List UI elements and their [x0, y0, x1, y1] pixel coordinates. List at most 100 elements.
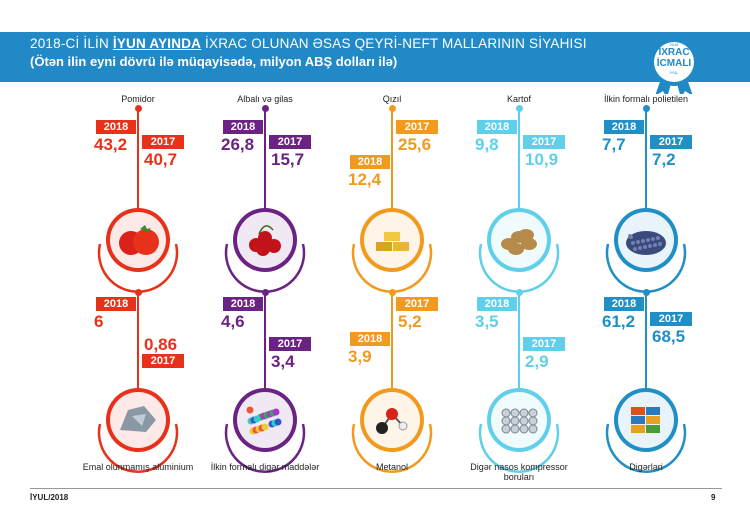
badge-label: İXRAC İCMALI — [645, 47, 703, 69]
year-2018-badge: 2018 — [477, 297, 517, 311]
aluminium-icon — [120, 406, 156, 432]
value-2018: 9,8 — [475, 135, 499, 154]
year-2018-badge: 2018 — [350, 155, 390, 169]
connector-dot — [515, 105, 523, 112]
value-2017: 2,9 — [525, 352, 549, 371]
product-name: Digərləri — [629, 462, 663, 472]
year-2018-badge: 2018 — [96, 297, 136, 311]
year-2017-badge: 2017 — [396, 297, 438, 311]
year-2017-badge: 2017 — [523, 135, 565, 149]
product-name: Albalı və gilas — [237, 94, 293, 104]
badge-rosette-icon — [650, 38, 698, 94]
year-2017-badge: 2017 — [650, 312, 692, 326]
footer-date: İYUL/2018 — [30, 493, 69, 502]
containers-icon — [631, 407, 660, 433]
badge-line2: İCMALI — [656, 58, 692, 69]
product-name: Qızıl — [382, 94, 402, 104]
value-2017: 5,2 — [398, 312, 422, 331]
badge-year: 2018 — [669, 42, 679, 47]
page-number: 9 — [711, 493, 716, 502]
year-2017-badge: 2017 — [269, 337, 311, 351]
year-2017-badge: 2017 — [396, 120, 438, 134]
value-divider — [391, 309, 393, 349]
value-divider — [137, 132, 139, 172]
value-2017: 25,6 — [398, 135, 432, 154]
gold-bars-icon — [376, 232, 409, 251]
value-2017: 3,4 — [271, 352, 295, 371]
value-2017: 10,9 — [525, 150, 559, 169]
connector-dot — [388, 289, 396, 296]
polyethylene-granules-icon — [626, 231, 666, 255]
value-divider — [137, 309, 139, 349]
product-name: Emal olunmamış alüminium — [82, 462, 194, 472]
tomato-icon — [119, 225, 159, 255]
value-2017: 0,86 — [144, 335, 178, 354]
header-banner: 2018-Cİ İLİN İYUN AYINDA İXRAC OLUNAN ƏS… — [0, 32, 750, 82]
year-2017-badge: 2017 — [269, 135, 311, 149]
value-2017: 68,5 — [652, 327, 686, 346]
pipes-icon — [501, 408, 538, 434]
connector-dot — [134, 289, 142, 296]
title-emphasis: İYUN AYINDA — [112, 36, 202, 51]
connector-dot — [642, 105, 650, 112]
product-name: Kartof — [506, 94, 531, 104]
cherry-icon — [249, 225, 281, 256]
year-2018-badge: 2018 — [604, 120, 644, 134]
year-2018-badge: 2018 — [96, 120, 136, 134]
year-2017-badge: 2017 — [523, 337, 565, 351]
value-2017: 7,2 — [652, 150, 676, 169]
ring-arc — [605, 423, 687, 473]
value-divider — [264, 309, 266, 349]
value-divider — [645, 309, 647, 349]
year-2017-badge: 2017 — [650, 135, 692, 149]
value-divider — [645, 132, 647, 172]
connector-dot — [642, 289, 650, 296]
title-prefix: 2018-Cİ İLİN — [30, 36, 113, 51]
value-2018: 61,2 — [602, 312, 636, 331]
product-name: Digər nasos kompressor boruları — [470, 462, 568, 482]
potato-icon — [501, 229, 537, 255]
connector-dot — [261, 105, 269, 112]
year-2017-badge: 2017 — [142, 354, 184, 368]
value-2018: 26,8 — [221, 135, 255, 154]
value-divider — [264, 132, 266, 172]
year-2018-badge: 2018 — [223, 120, 263, 134]
value-2018: 4,6 — [221, 312, 245, 331]
connector-dot — [134, 105, 142, 112]
value-divider — [518, 309, 520, 349]
product-name: Pomidor — [121, 94, 155, 104]
export-review-badge: 2018 İXRAC İCMALI İYUL — [645, 36, 703, 94]
value-2017: 15,7 — [271, 150, 305, 169]
icon-inner — [237, 392, 293, 448]
value-2018: 6 — [94, 312, 104, 331]
value-2017: 40,7 — [144, 150, 178, 169]
connector-dot — [261, 289, 269, 296]
value-2018: 3,9 — [348, 347, 372, 366]
product-name: Metanol — [375, 462, 409, 472]
value-2018: 43,2 — [94, 135, 128, 154]
value-divider — [391, 132, 393, 172]
plastic-pellets-icon — [246, 406, 282, 435]
connector-dot — [388, 105, 396, 112]
ring-arc — [224, 423, 306, 473]
page-title: 2018-Cİ İLİN İYUN AYINDA İXRAC OLUNAN ƏS… — [30, 36, 587, 51]
badge-line1: İXRAC — [658, 47, 690, 58]
ring-arc — [351, 423, 433, 473]
footer-divider — [30, 488, 722, 489]
ring-arc — [97, 423, 179, 473]
molecule-icon — [376, 408, 408, 434]
connector-dot — [515, 289, 523, 296]
value-2018: 7,7 — [602, 135, 626, 154]
year-2018-badge: 2018 — [477, 120, 517, 134]
value-2018: 3,5 — [475, 312, 499, 331]
year-2018-badge: 2018 — [604, 297, 644, 311]
product-name: İlkin formalı digər maddələr — [210, 462, 320, 472]
ring-arc — [478, 423, 560, 473]
badge-month: İYUL — [669, 70, 679, 75]
value-2018: 12,4 — [348, 170, 382, 189]
year-2018-badge: 2018 — [350, 332, 390, 346]
page-subtitle: (Ötən ilin eyni dövrü ilə müqayisədə, mi… — [30, 54, 398, 69]
year-2017-badge: 2017 — [142, 135, 184, 149]
value-divider — [518, 132, 520, 172]
